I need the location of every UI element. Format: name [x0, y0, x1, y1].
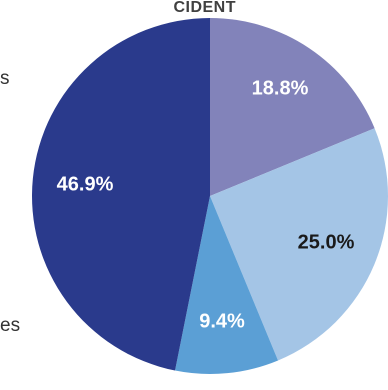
- pie-slice-4: [32, 18, 211, 371]
- legend-fragment-top: s: [0, 68, 10, 89]
- pie-slices: [32, 18, 388, 374]
- pie-slice-2: [210, 128, 388, 361]
- pie-value-label-1: 18.8%: [252, 77, 309, 99]
- pie-value-label-2: 25.0%: [298, 231, 355, 253]
- pie-value-label-3: 9.4%: [199, 310, 245, 332]
- pie-value-label-4: 46.9%: [57, 173, 114, 195]
- legend-fragment-bottom: es: [0, 315, 20, 336]
- pie-slice-1: [210, 18, 375, 196]
- chart-title: CIDENT: [173, 0, 236, 16]
- pie-slice-3: [175, 196, 279, 374]
- pie-value-labels: 18.8% 25.0% 9.4% 46.9%: [57, 77, 355, 332]
